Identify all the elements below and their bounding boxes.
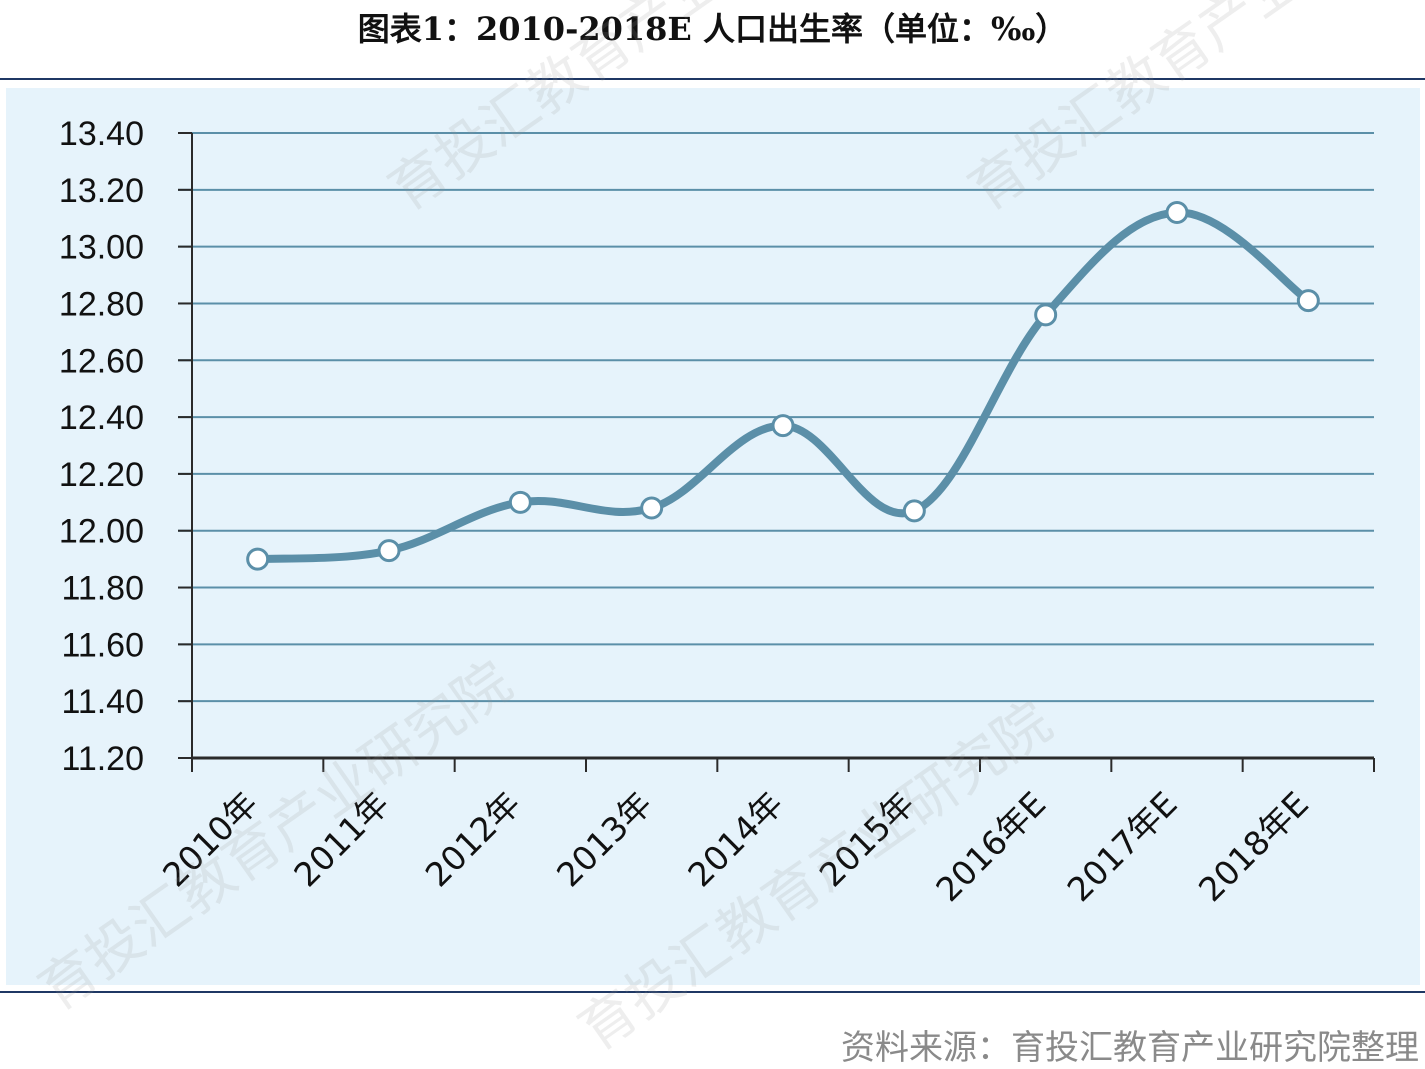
y-axis-ticks: 11.20 11.40 11.60 11.80 12.00 12.20 12.40 12.60…: [59, 115, 192, 778]
y-tick-label: 12.60: [59, 342, 144, 380]
data-point: [377, 539, 401, 563]
x-tick-label: 2013年: [549, 784, 659, 894]
data-point: [246, 547, 270, 571]
data-point: [1034, 303, 1058, 327]
x-tick-label: 2014年: [680, 784, 790, 894]
y-tick-label: 13.00: [59, 229, 144, 267]
data-point: [640, 496, 664, 520]
y-tick-label: 12.00: [59, 513, 144, 551]
series-line: [253, 208, 1313, 564]
x-axis-ticks: 2010年 2011年 2012年 2013年 2014年 2015年 2016年E 2017…: [155, 758, 1375, 909]
y-tick-label: 11.40: [61, 683, 144, 721]
y-tick-label: 13.40: [59, 115, 144, 153]
chart-title: 图表1：2010-2018E 人口出生率（单位：‰）: [357, 10, 1068, 48]
source-note: 资料来源：育投汇教育产业研究院整理: [841, 1028, 1419, 1068]
title-divider: [0, 78, 1425, 80]
x-tick-label: 2018年E: [1191, 784, 1316, 909]
y-tick-label: 12.80: [59, 285, 144, 323]
y-tick-label: 11.60: [61, 626, 144, 664]
x-tick-label: 2010年: [155, 784, 265, 894]
x-tick-label: 2011年: [286, 784, 396, 894]
data-point: [1296, 289, 1320, 313]
footer-divider: [0, 991, 1425, 993]
axes: [191, 133, 1374, 760]
series-line-path: [253, 208, 1313, 564]
x-tick-label: 2012年: [418, 784, 528, 894]
y-tick-label: 13.20: [59, 172, 144, 210]
y-tick-label: 12.40: [59, 399, 144, 437]
series-points: [246, 201, 1320, 571]
data-point: [902, 499, 926, 523]
x-tick-label: 2015年: [812, 784, 922, 894]
gridlines: [178, 132, 1374, 703]
x-tick-label: 2017年E: [1060, 784, 1185, 909]
y-tick-label: 11.20: [61, 740, 144, 778]
plot-background: [6, 88, 1420, 985]
data-point: [1165, 201, 1189, 225]
y-tick-label: 12.20: [59, 456, 144, 494]
y-tick-label: 11.80: [61, 570, 144, 608]
data-point: [771, 414, 795, 438]
data-point: [508, 490, 532, 514]
x-tick-label: 2016年E: [928, 784, 1053, 909]
